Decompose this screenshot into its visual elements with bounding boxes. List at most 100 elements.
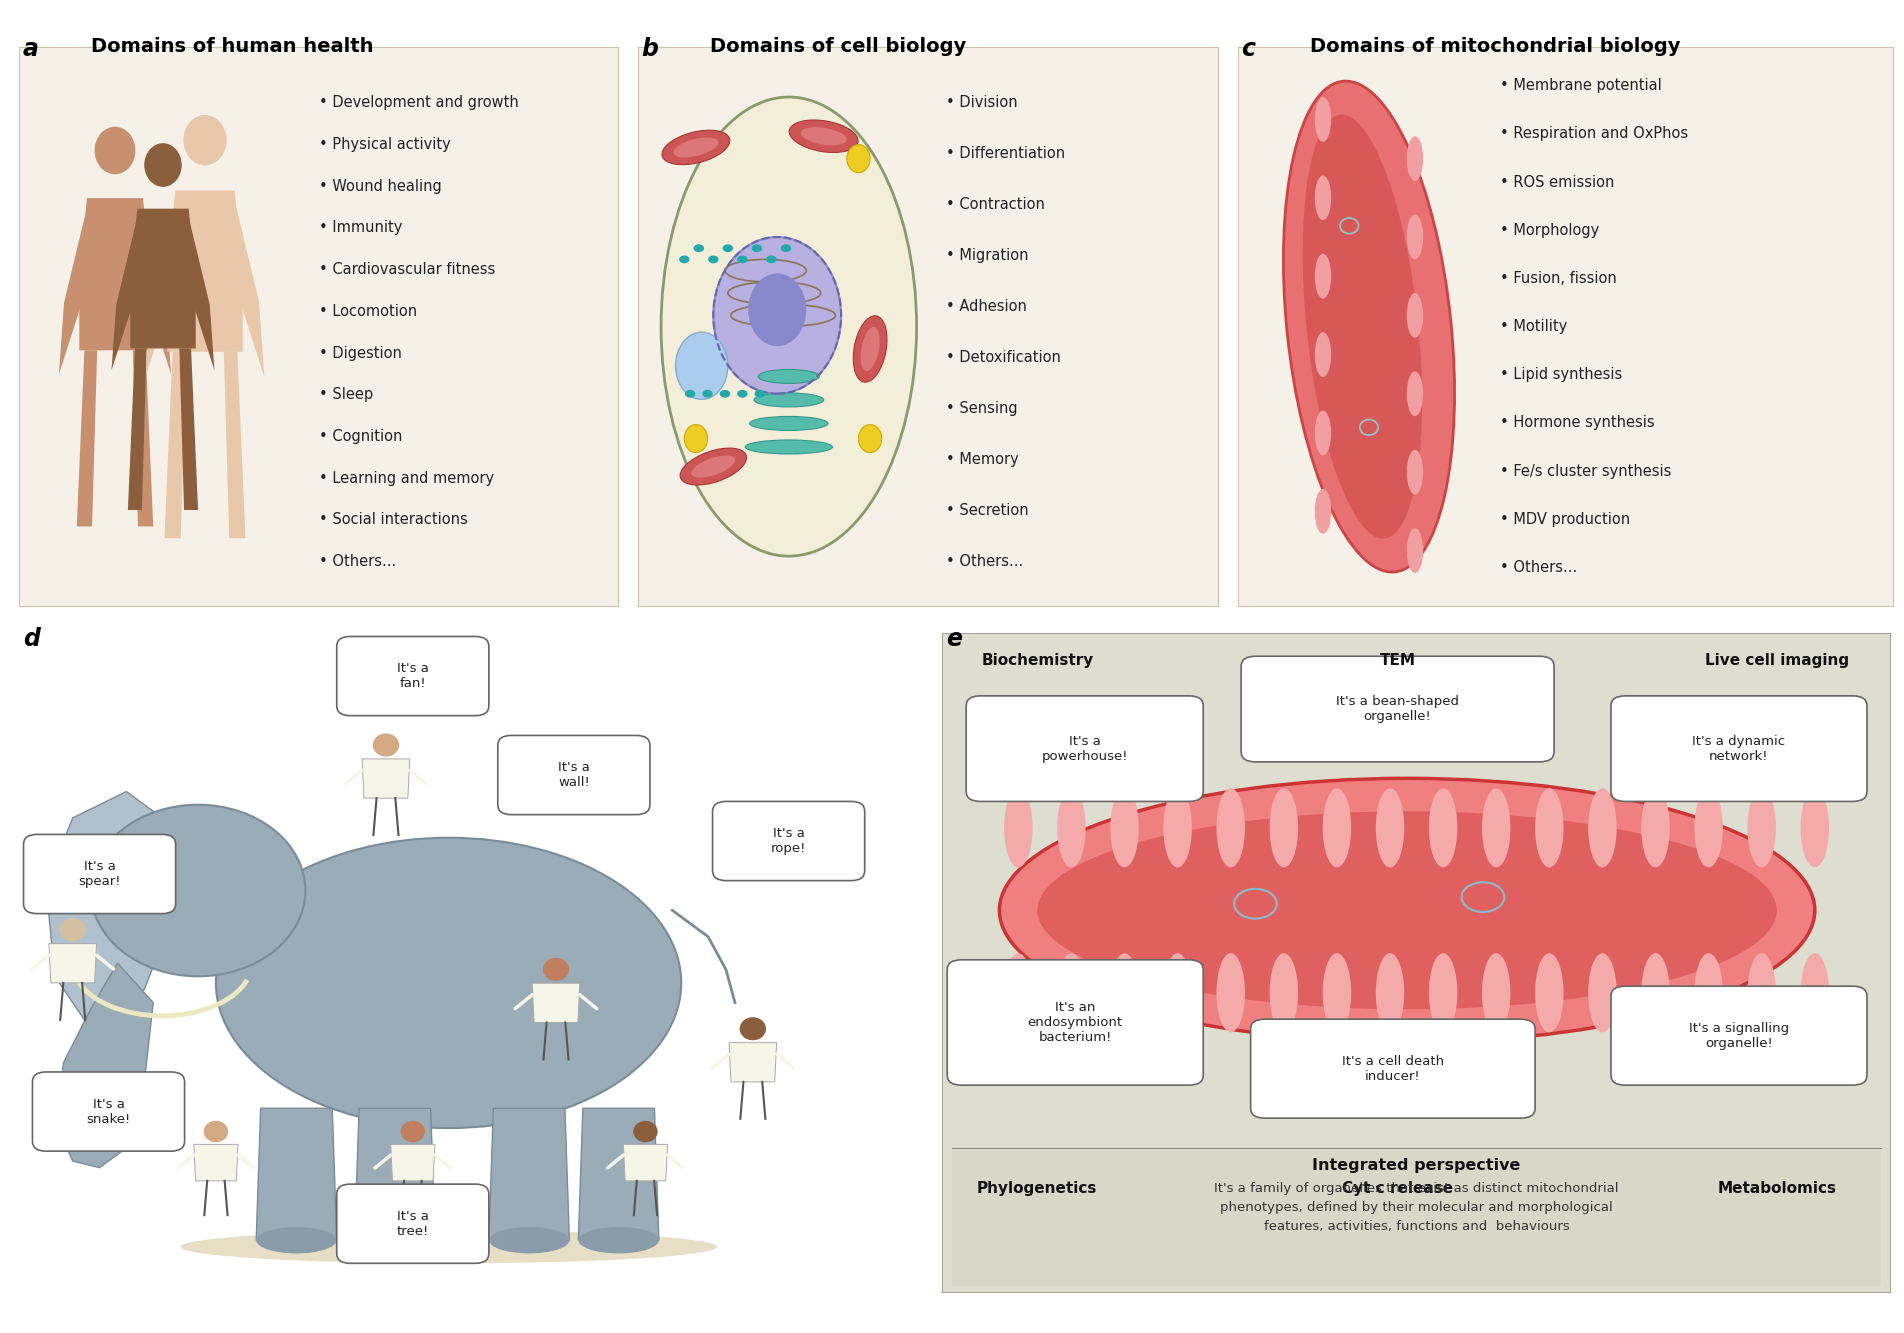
FancyBboxPatch shape: [1611, 696, 1868, 801]
Text: • Physical activity: • Physical activity: [320, 137, 451, 152]
Ellipse shape: [685, 389, 695, 397]
Ellipse shape: [1038, 812, 1776, 1009]
Text: It's a cell death
inducer!: It's a cell death inducer!: [1342, 1054, 1443, 1082]
Ellipse shape: [1695, 788, 1723, 868]
Text: • Motility: • Motility: [1500, 319, 1567, 335]
Text: Live cell imaging: Live cell imaging: [1704, 653, 1849, 668]
Ellipse shape: [1535, 788, 1563, 868]
Polygon shape: [225, 352, 246, 539]
Ellipse shape: [714, 237, 842, 393]
Ellipse shape: [1407, 449, 1422, 495]
Ellipse shape: [758, 369, 819, 384]
Text: e: e: [946, 627, 962, 651]
FancyBboxPatch shape: [1611, 986, 1868, 1085]
Polygon shape: [623, 1145, 668, 1181]
Polygon shape: [179, 348, 198, 511]
Text: • Social interactions: • Social interactions: [320, 512, 468, 528]
FancyBboxPatch shape: [638, 47, 1219, 607]
Ellipse shape: [1110, 788, 1139, 868]
Ellipse shape: [802, 127, 847, 145]
Text: • Lipid synthesis: • Lipid synthesis: [1500, 367, 1622, 383]
Ellipse shape: [1283, 81, 1455, 572]
Text: Integrated perspective: Integrated perspective: [1312, 1158, 1521, 1173]
Polygon shape: [362, 758, 409, 798]
Text: • Others...: • Others...: [1500, 560, 1578, 575]
Ellipse shape: [145, 143, 181, 187]
Text: • Division: • Division: [946, 95, 1017, 111]
Ellipse shape: [1316, 411, 1331, 456]
Polygon shape: [112, 217, 137, 371]
Ellipse shape: [1323, 953, 1352, 1032]
Polygon shape: [194, 1145, 238, 1181]
Ellipse shape: [215, 837, 682, 1128]
Ellipse shape: [1003, 788, 1032, 868]
Ellipse shape: [1588, 953, 1616, 1032]
Ellipse shape: [95, 127, 135, 175]
Polygon shape: [188, 217, 215, 371]
Ellipse shape: [489, 1226, 569, 1253]
Polygon shape: [489, 1108, 569, 1240]
Ellipse shape: [1270, 788, 1299, 868]
Ellipse shape: [765, 256, 777, 264]
Text: It's a
spear!: It's a spear!: [78, 860, 120, 888]
Ellipse shape: [1748, 953, 1776, 1032]
Ellipse shape: [1217, 953, 1245, 1032]
Text: It's a dynamic
network!: It's a dynamic network!: [1693, 734, 1786, 762]
Text: • Sensing: • Sensing: [946, 401, 1017, 416]
Text: It's a
rope!: It's a rope!: [771, 826, 805, 854]
FancyBboxPatch shape: [497, 736, 649, 814]
Ellipse shape: [1057, 953, 1085, 1032]
Ellipse shape: [1535, 953, 1563, 1032]
Text: • Others...: • Others...: [946, 555, 1022, 569]
Text: c: c: [1241, 37, 1255, 61]
Ellipse shape: [1407, 372, 1422, 416]
Ellipse shape: [754, 393, 824, 407]
Ellipse shape: [661, 97, 916, 556]
Text: • Memory: • Memory: [946, 452, 1019, 467]
Text: • Fe/s cluster synthesis: • Fe/s cluster synthesis: [1500, 464, 1672, 479]
Text: a: a: [23, 37, 38, 61]
Ellipse shape: [1407, 528, 1422, 573]
Polygon shape: [76, 351, 97, 527]
Ellipse shape: [1000, 778, 1815, 1042]
Text: • Detoxification: • Detoxification: [946, 351, 1061, 365]
Ellipse shape: [1003, 953, 1032, 1032]
Ellipse shape: [724, 244, 733, 252]
Ellipse shape: [543, 958, 569, 981]
Ellipse shape: [691, 456, 735, 477]
Text: Phylogenetics: Phylogenetics: [977, 1181, 1097, 1196]
Polygon shape: [354, 1108, 436, 1240]
Ellipse shape: [1407, 215, 1422, 260]
Ellipse shape: [680, 256, 689, 264]
Ellipse shape: [1316, 97, 1331, 141]
Polygon shape: [145, 201, 175, 377]
Polygon shape: [59, 208, 88, 375]
Text: Domains of human health: Domains of human health: [91, 37, 373, 56]
FancyBboxPatch shape: [1241, 656, 1554, 762]
Ellipse shape: [748, 273, 805, 347]
FancyBboxPatch shape: [1238, 47, 1894, 607]
Ellipse shape: [1641, 788, 1670, 868]
Text: It's a bean-shaped
organelle!: It's a bean-shaped organelle!: [1337, 694, 1458, 722]
Ellipse shape: [859, 424, 882, 452]
Text: • Wound healing: • Wound healing: [320, 179, 442, 193]
FancyBboxPatch shape: [946, 960, 1203, 1085]
Polygon shape: [80, 199, 150, 351]
Ellipse shape: [1163, 788, 1192, 868]
Ellipse shape: [703, 389, 712, 397]
FancyBboxPatch shape: [965, 696, 1203, 801]
Ellipse shape: [1641, 953, 1670, 1032]
Ellipse shape: [737, 256, 748, 264]
Ellipse shape: [1407, 136, 1422, 181]
Ellipse shape: [676, 332, 727, 400]
Polygon shape: [257, 1108, 337, 1240]
Ellipse shape: [1801, 788, 1830, 868]
Ellipse shape: [781, 244, 792, 252]
Ellipse shape: [680, 448, 746, 485]
FancyBboxPatch shape: [19, 47, 619, 607]
Text: Cyt c release: Cyt c release: [1342, 1181, 1453, 1196]
Text: • Digestion: • Digestion: [320, 345, 402, 360]
Polygon shape: [50, 944, 97, 982]
Text: It's a signalling
organelle!: It's a signalling organelle!: [1689, 1021, 1790, 1049]
FancyBboxPatch shape: [942, 633, 1891, 1293]
